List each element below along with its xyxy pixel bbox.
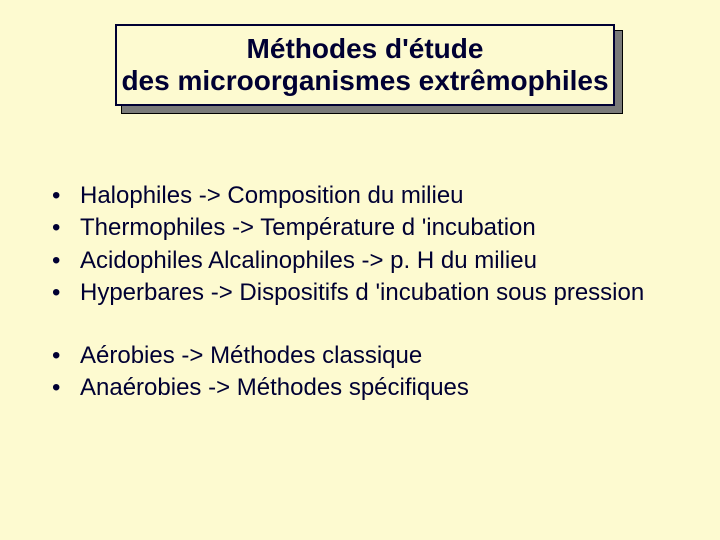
list-item: •Acidophiles Alcalinophiles -> p. H du m… — [48, 245, 644, 277]
bullet-group: •Halophiles -> Composition du milieu•The… — [48, 180, 644, 310]
list-item-text: Halophiles -> Composition du milieu — [80, 180, 644, 212]
title-line-1: Méthodes d'étude — [247, 33, 484, 65]
list-item-text: Aérobies -> Méthodes classique — [80, 340, 644, 372]
list-item-text: Acidophiles Alcalinophiles -> p. H du mi… — [80, 245, 644, 277]
list-item: •Aérobies -> Méthodes classique — [48, 340, 644, 372]
list-item: •Anaérobies -> Méthodes spécifiques — [48, 372, 644, 404]
bullet-group: •Aérobies -> Méthodes classique•Anaérobi… — [48, 340, 644, 405]
bullet-marker-icon: • — [48, 340, 80, 372]
list-item-text: Hyperbares -> Dispositifs d 'incubation … — [80, 277, 644, 309]
bullet-marker-icon: • — [48, 372, 80, 404]
bullet-marker-icon: • — [48, 180, 80, 212]
list-item: •Thermophiles -> Température d 'incubati… — [48, 212, 644, 244]
list-item: •Halophiles -> Composition du milieu — [48, 180, 644, 212]
title-box: Méthodes d'étude des microorganismes ext… — [115, 24, 615, 106]
list-item-text: Thermophiles -> Température d 'incubatio… — [80, 212, 644, 244]
bullet-marker-icon: • — [48, 212, 80, 244]
bullet-content: •Halophiles -> Composition du milieu•The… — [48, 180, 644, 434]
bullet-marker-icon: • — [48, 245, 80, 277]
title-line-2: des microorganismes extrêmophiles — [121, 65, 608, 97]
list-item-text: Anaérobies -> Méthodes spécifiques — [80, 372, 644, 404]
bullet-marker-icon: • — [48, 277, 80, 309]
list-item: •Hyperbares -> Dispositifs d 'incubation… — [48, 277, 644, 309]
